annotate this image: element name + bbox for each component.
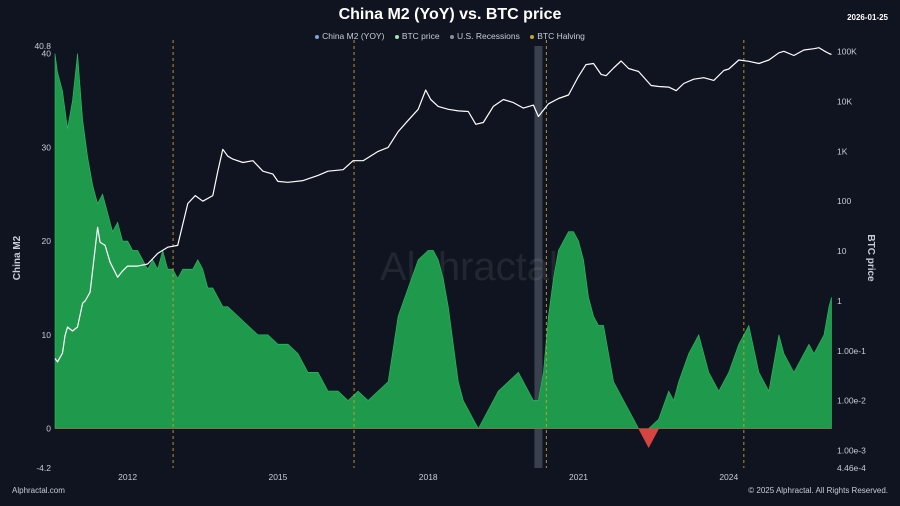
chart-title: China M2 (YoY) vs. BTC price	[338, 6, 562, 23]
y-axis-left-label: China M2	[12, 235, 23, 280]
y-right-tick-label: 1	[837, 296, 842, 306]
legend-label-recessions: U.S. Recessions	[456, 31, 520, 41]
y-axis-right-label: BTC price	[865, 234, 876, 282]
y-right-tick-label: 10K	[837, 97, 852, 107]
y-left-tick-label: 40	[42, 49, 52, 59]
y-right-tick-label: 100K	[837, 47, 857, 57]
x-tick-label: 2012	[118, 472, 137, 482]
y-right-tick-label: 10	[837, 246, 847, 256]
legend-marker-recessions	[449, 34, 454, 39]
y-left-tick-label: 40.8	[34, 41, 51, 51]
x-tick-label: 2021	[569, 472, 588, 482]
y-right-tick-label: 100	[837, 196, 851, 206]
legend-item-btc[interactable]: BTC price	[394, 31, 440, 41]
legend-item-halving[interactable]: BTC Halving	[530, 31, 585, 41]
y-right-tick-label: 1.00e-3	[837, 446, 866, 456]
y-right-tick-label: 4.46e-4	[837, 463, 866, 473]
footer-brand[interactable]: Alphractal.com	[12, 486, 65, 495]
y-left-tick-label: 0	[46, 424, 51, 434]
m2-area-layer	[54, 53, 832, 449]
x-tick-label: 2018	[419, 472, 438, 482]
btc-price-line	[54, 47, 832, 363]
y-right-tick-label: 1K	[837, 146, 848, 156]
legend-marker-m2	[315, 34, 320, 39]
m2-area-positive	[54, 53, 832, 430]
date-stamp: 2026-01-25	[847, 13, 888, 22]
x-tick-label: 2015	[268, 472, 287, 482]
footer-copyright: © 2025 Alphractal. All Rights Reserved.	[748, 486, 888, 495]
watermark: Alphractal	[380, 245, 558, 289]
recession-band	[534, 46, 543, 468]
y-left-tick-label: 10	[42, 330, 52, 340]
halving-layer	[172, 40, 745, 468]
legend-label-halving: BTC Halving	[537, 31, 585, 41]
legend-marker-halving	[530, 34, 535, 39]
y-left-tick-label: 20	[42, 236, 52, 246]
y-right-tick-label: 1.00e-1	[837, 346, 866, 356]
m2-area-negative	[55, 428, 832, 449]
y-left-tick-label: 30	[42, 142, 52, 152]
legend-label-btc: BTC price	[401, 31, 440, 41]
legend: China M2 (YOY) BTC price U.S. Recessions…	[0, 31, 900, 41]
y-right-tick-label: 1.00e-2	[837, 396, 866, 406]
recession-layer	[534, 46, 543, 468]
legend-marker-btc	[394, 34, 399, 39]
btc-line-layer	[54, 47, 832, 363]
y-left-tick-label: -4.2	[36, 463, 51, 473]
legend-label-m2: China M2 (YOY)	[322, 31, 385, 41]
x-tick-label: 2024	[719, 472, 738, 482]
legend-item-recessions[interactable]: U.S. Recessions	[449, 31, 520, 41]
legend-item-m2[interactable]: China M2 (YOY)	[315, 31, 384, 41]
